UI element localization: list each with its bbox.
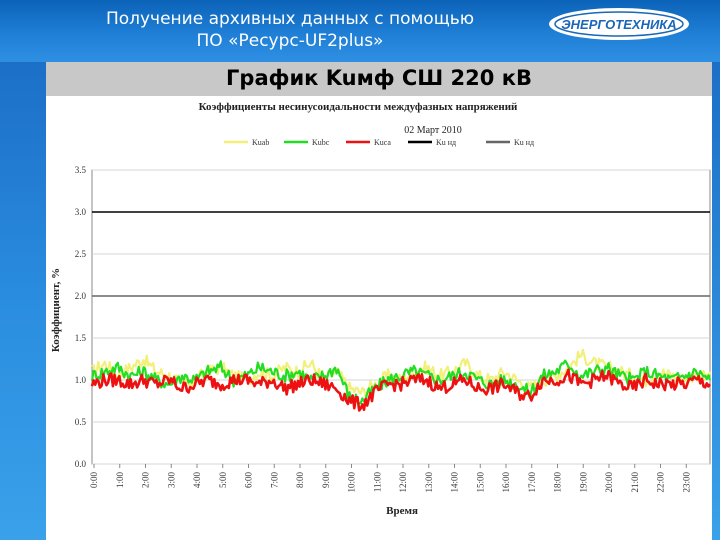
legend-label: Ku нд: [436, 138, 456, 147]
header-title-line1: Получение архивных данных с помощью: [105, 9, 475, 29]
chart-area: Коэффициенты несинусоидальности междуфаз…: [46, 96, 712, 540]
logo-text: ЭНЕРГОТЕХНИКА: [561, 17, 676, 32]
slide-header: Получение архивных данных с помощью ПО «…: [0, 0, 720, 62]
x-tick-label: 14:00: [450, 472, 460, 493]
x-tick-label: 18:00: [553, 472, 563, 493]
harmonics-chart: Коэффициенты несинусоидальности междуфаз…: [50, 101, 712, 517]
legend-label: Ku нд: [514, 138, 534, 147]
plot-frame: [91, 169, 711, 465]
x-tick-label: 21:00: [630, 472, 640, 493]
x-tick-label: 6:00: [244, 472, 254, 489]
legend-label: Kuab: [252, 138, 269, 147]
y-tick-label: 1.0: [75, 375, 87, 385]
slide-heading: График Kuмф СШ 220 кВ: [226, 66, 532, 90]
x-tick-label: 9:00: [321, 472, 331, 489]
chart-subtitle: 02 Март 2010: [404, 125, 462, 136]
x-tick-label: 2:00: [141, 472, 151, 489]
y-axis-label: Коэффициент, %: [50, 268, 62, 352]
x-tick-label: 3:00: [166, 472, 176, 489]
slide-heading-bar: График Kuмф СШ 220 кВ: [46, 62, 712, 96]
chart-series: [90, 211, 712, 412]
x-tick-label: 0:00: [89, 472, 99, 489]
x-tick-label: 16:00: [501, 472, 511, 493]
legend-label: Kubc: [312, 138, 330, 147]
x-tick-label: 12:00: [398, 472, 408, 493]
right-decor-strip: [712, 62, 720, 540]
chart-title: Коэффициенты несинусоидальности междуфаз…: [199, 101, 518, 113]
plot-area: [91, 169, 711, 465]
x-tick-label: 13:00: [424, 472, 434, 493]
left-decor-strip: [0, 62, 46, 540]
x-tick-label: 4:00: [192, 472, 202, 489]
y-tick-label: 3.5: [75, 165, 87, 175]
x-tick-label: 5:00: [218, 472, 228, 489]
x-tick-label: 1:00: [115, 472, 125, 489]
y-tick-label: 0.5: [75, 417, 87, 427]
x-axis-label: Время: [386, 505, 418, 517]
chart-legend: Kuab Kubc Kuca Ku нд Ku нд: [224, 138, 534, 147]
y-tick-label: 0.0: [75, 459, 87, 469]
x-tick-label: 15:00: [475, 472, 485, 493]
x-tick-label: 11:00: [372, 472, 382, 493]
x-tick-label: 17:00: [527, 472, 537, 493]
y-tick-label: 1.5: [75, 333, 87, 343]
x-tick-label: 7:00: [269, 472, 279, 489]
header-title: Получение архивных данных с помощью ПО «…: [60, 8, 520, 52]
energotehnika-logo: ЭНЕРГОТЕХНИКА: [549, 8, 689, 40]
x-axis-ticks: 0:00 1:00 2:00 3:00 4:00 5:00 6:00 7:00 8:00 9:00…: [89, 464, 691, 493]
y-tick-label: 2.5: [75, 249, 87, 259]
legend-label: Kuca: [374, 138, 391, 147]
header-title-line2: ПО «Ресурс-UF2plus»: [196, 31, 384, 51]
x-tick-label: 23:00: [681, 472, 691, 493]
y-axis-ticks: 0.0 0.5 1.0 1.5 2.0 2.5 3.0 3.5: [75, 165, 87, 469]
x-tick-label: 8:00: [295, 472, 305, 489]
x-tick-label: 19:00: [578, 472, 588, 493]
x-tick-label: 20:00: [604, 472, 614, 493]
y-tick-label: 2.0: [75, 291, 87, 301]
series-line: [90, 368, 712, 412]
x-tick-label: 22:00: [656, 472, 666, 493]
x-tick-label: 10:00: [347, 472, 357, 493]
y-tick-label: 3.0: [75, 207, 87, 217]
